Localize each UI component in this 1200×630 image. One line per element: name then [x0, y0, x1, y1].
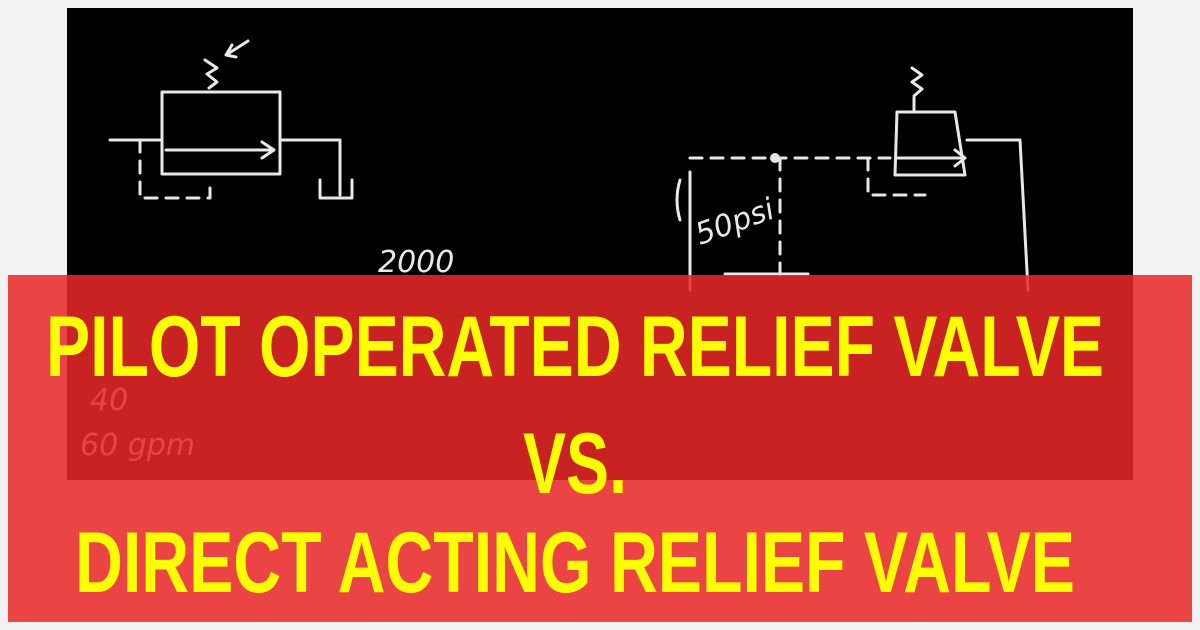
- headline: PILOT OPERATED RELIEF VALVE: [46, 299, 1104, 395]
- pilot-valve-sketch: [108, 39, 354, 200]
- headline: VS.: [523, 416, 627, 512]
- junction: [770, 153, 780, 163]
- headline: DIRECT ACTING RELIEF VALVE: [75, 515, 1075, 611]
- sketch-label: 2000: [378, 245, 454, 280]
- direct-valve-sketch: [675, 66, 1030, 292]
- title-banner: [8, 275, 1192, 622]
